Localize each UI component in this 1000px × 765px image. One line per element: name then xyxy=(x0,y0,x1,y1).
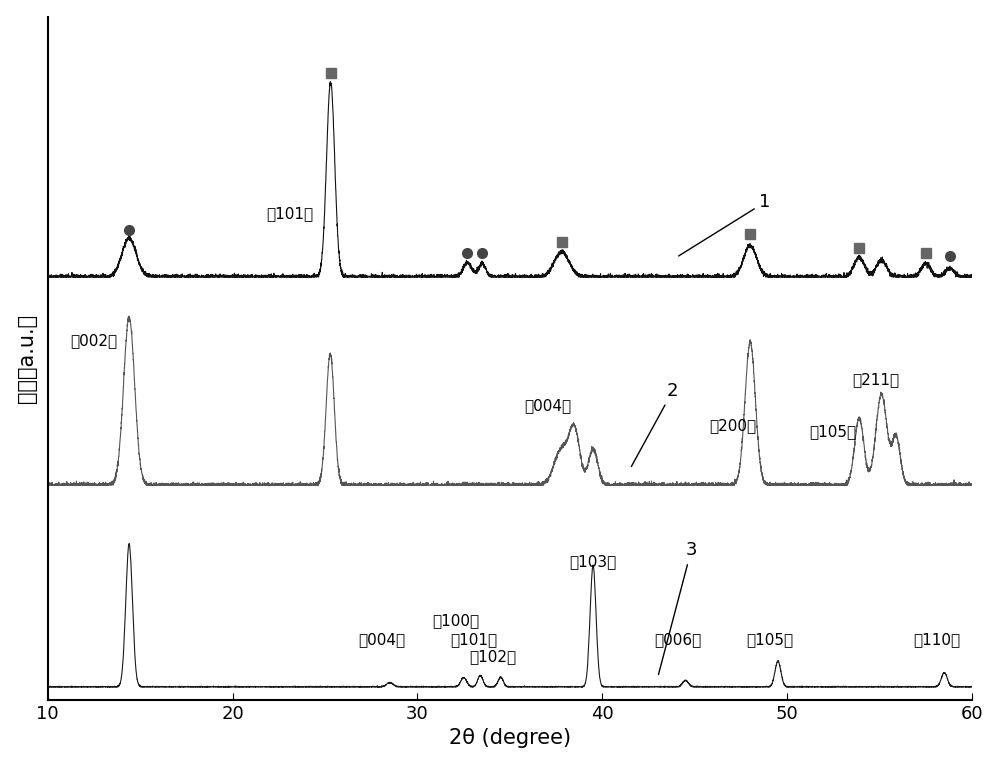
Text: （002）: （002） xyxy=(70,334,117,348)
Text: （200）: （200） xyxy=(710,418,757,433)
Text: 3: 3 xyxy=(658,542,697,675)
Text: （101）: （101） xyxy=(451,633,498,648)
X-axis label: 2θ (degree): 2θ (degree) xyxy=(449,728,571,748)
Text: 1: 1 xyxy=(679,193,771,256)
Text: （105）: （105） xyxy=(809,425,856,439)
Text: （105）: （105） xyxy=(747,633,794,648)
Text: （006）: （006） xyxy=(654,633,701,648)
Text: （211）: （211） xyxy=(852,373,899,387)
Text: 2: 2 xyxy=(631,382,679,467)
Text: （101）: （101） xyxy=(266,207,313,221)
Text: （100）: （100） xyxy=(432,613,479,628)
Text: （102）: （102） xyxy=(469,649,516,664)
Text: （004）: （004） xyxy=(358,633,405,648)
Text: （103）: （103） xyxy=(569,555,616,569)
Y-axis label: 强度（a.u.）: 强度（a.u.） xyxy=(17,314,37,403)
Text: （110）: （110） xyxy=(913,633,960,648)
Text: （004）: （004） xyxy=(525,399,572,413)
